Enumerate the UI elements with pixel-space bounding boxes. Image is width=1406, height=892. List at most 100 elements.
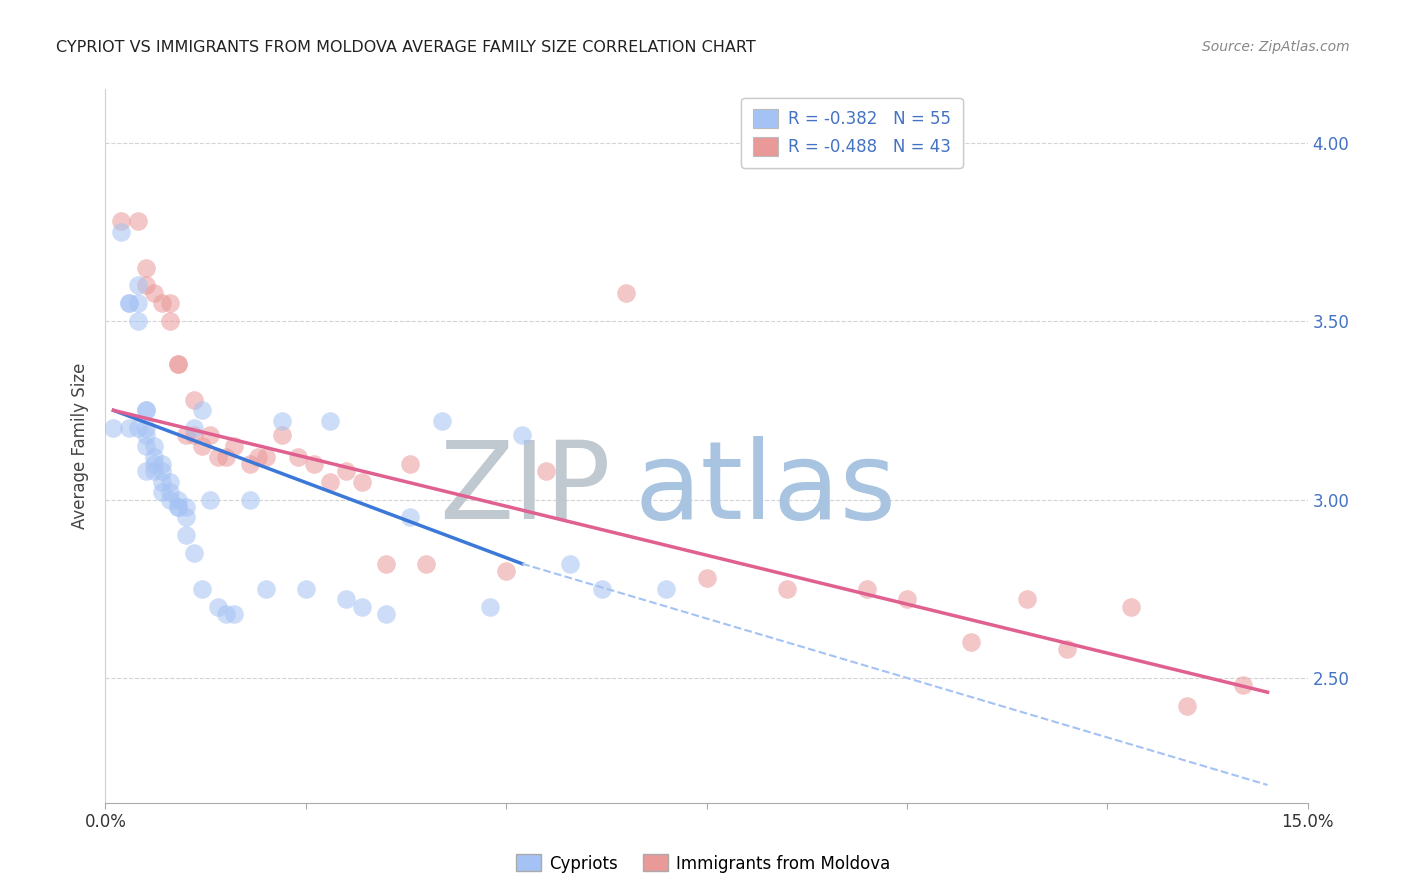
Point [479, 599, 502, 614]
Point [127, 214, 149, 228]
Point [855, 582, 877, 596]
Point [110, 225, 132, 239]
Point [135, 260, 157, 275]
Text: Source: ZipAtlas.com: Source: ZipAtlas.com [1202, 40, 1350, 54]
Point [135, 278, 157, 293]
Point [166, 357, 188, 371]
Point [127, 314, 149, 328]
Point [135, 464, 157, 478]
Point [374, 607, 398, 621]
Point [776, 582, 799, 596]
Point [399, 510, 422, 524]
Point [166, 357, 188, 371]
Point [198, 428, 221, 442]
Point [1017, 592, 1039, 607]
Point [174, 528, 197, 542]
Point [350, 475, 373, 489]
Point [103, 421, 125, 435]
Point [616, 285, 638, 300]
Point [166, 500, 188, 514]
Point [183, 392, 205, 407]
Point [896, 592, 918, 607]
Text: ZIP: ZIP [439, 436, 610, 541]
Point [142, 464, 165, 478]
Point [135, 421, 157, 435]
Point [495, 564, 517, 578]
Point [166, 500, 188, 514]
Point [118, 421, 141, 435]
Point [135, 403, 157, 417]
Point [207, 450, 229, 464]
Legend: R = -0.382   N = 55, R = -0.488   N = 43: R = -0.382 N = 55, R = -0.488 N = 43 [741, 97, 963, 168]
Point [183, 421, 205, 435]
Point [174, 500, 197, 514]
Text: CYPRIOT VS IMMIGRANTS FROM MOLDOVA AVERAGE FAMILY SIZE CORRELATION CHART: CYPRIOT VS IMMIGRANTS FROM MOLDOVA AVERA… [56, 40, 756, 55]
Point [142, 450, 165, 464]
Point [174, 510, 197, 524]
Point [430, 414, 453, 428]
Point [1177, 699, 1199, 714]
Point [222, 607, 245, 621]
Point [254, 450, 277, 464]
Point [150, 457, 173, 471]
Point [319, 414, 342, 428]
Point [142, 285, 165, 300]
Point [335, 464, 357, 478]
Legend: Cypriots, Immigrants from Moldova: Cypriots, Immigrants from Moldova [509, 847, 897, 880]
Point [159, 475, 181, 489]
Point [214, 450, 236, 464]
Point [399, 457, 422, 471]
Point [150, 464, 173, 478]
Point [110, 214, 132, 228]
Point [174, 428, 197, 442]
Point [287, 450, 309, 464]
Point [254, 582, 277, 596]
Point [135, 403, 157, 417]
Point [319, 475, 342, 489]
Y-axis label: Average Family Size: Average Family Size [72, 363, 90, 529]
Point [159, 485, 181, 500]
Point [118, 296, 141, 310]
Point [222, 439, 245, 453]
Point [534, 464, 557, 478]
Point [190, 403, 212, 417]
Point [127, 278, 149, 293]
Text: atlas: atlas [634, 436, 897, 541]
Point [335, 592, 357, 607]
Point [183, 428, 205, 442]
Point [142, 439, 165, 453]
Point [135, 439, 157, 453]
Point [127, 421, 149, 435]
Point [239, 492, 262, 507]
Point [159, 296, 181, 310]
Point [190, 439, 212, 453]
Point [159, 492, 181, 507]
Point [270, 428, 292, 442]
Point [127, 296, 149, 310]
Point [696, 571, 718, 585]
Point [270, 414, 292, 428]
Point [295, 582, 318, 596]
Point [214, 607, 236, 621]
Point [960, 635, 983, 649]
Point [142, 457, 165, 471]
Point [135, 428, 157, 442]
Point [246, 450, 269, 464]
Point [1056, 642, 1078, 657]
Point [207, 599, 229, 614]
Point [118, 296, 141, 310]
Point [159, 314, 181, 328]
Point [183, 546, 205, 560]
Point [415, 557, 437, 571]
Point [374, 557, 398, 571]
Point [655, 582, 678, 596]
Point [166, 492, 188, 507]
Point [1121, 599, 1143, 614]
Point [560, 557, 582, 571]
Point [1232, 678, 1254, 692]
Point [150, 475, 173, 489]
Point [239, 457, 262, 471]
Point [198, 492, 221, 507]
Point [150, 296, 173, 310]
Point [350, 599, 373, 614]
